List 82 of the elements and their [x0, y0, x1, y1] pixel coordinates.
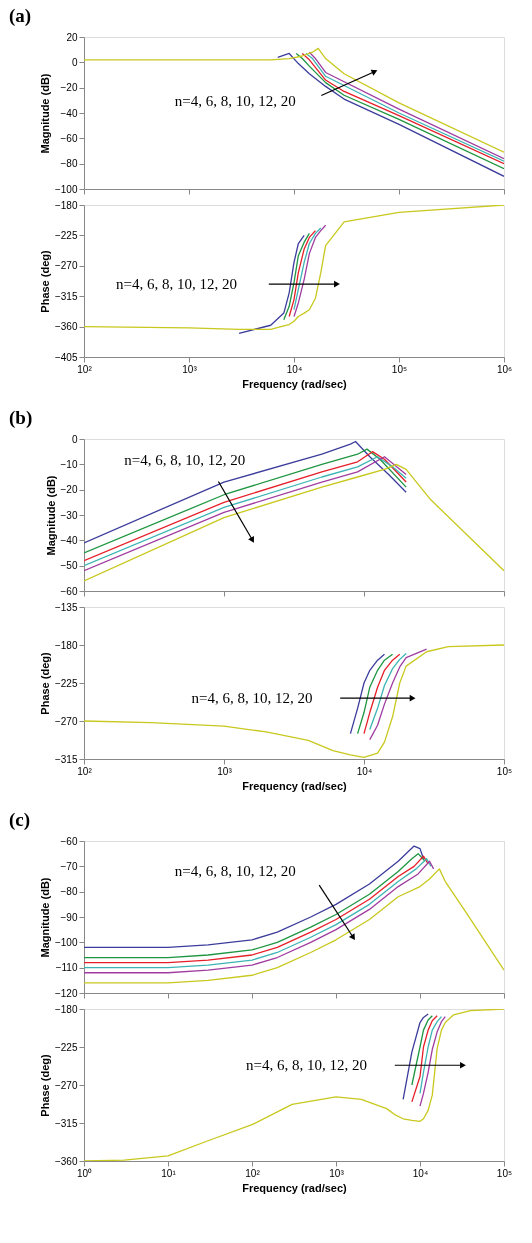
chart-title: (b) — [9, 407, 33, 429]
y-axis-title: Phase (deg) — [38, 1054, 51, 1117]
y-tick-label: −20 — [60, 484, 78, 496]
x-tick-label: 10³ — [182, 363, 198, 375]
x-axis-title: Frequency (rad/sec) — [242, 1181, 348, 1194]
y-tick-label: −225 — [54, 1041, 78, 1053]
y-tick-label: −10 — [60, 458, 78, 470]
line-series — [363, 653, 401, 735]
y-tick-label: −270 — [54, 260, 78, 272]
y-tick-label: 0 — [71, 56, 78, 68]
y-tick-label: −360 — [54, 1155, 78, 1167]
x-tick-label: 10⁵ — [496, 1167, 513, 1179]
x-tick-label: 10² — [77, 765, 93, 777]
y-tick-label: −30 — [60, 509, 78, 521]
y-tick-label: −60 — [60, 835, 78, 847]
annotation: n=4, 6, 8, 10, 12, 20 — [115, 276, 237, 293]
y-tick-label: −90 — [60, 911, 78, 923]
line-series — [419, 1015, 446, 1107]
chart-title: (c) — [9, 809, 31, 831]
y-tick-label: −20 — [60, 82, 78, 94]
x-tick-label: 10⁵ — [391, 363, 408, 375]
y-tick-label: −50 — [60, 560, 78, 572]
line-series — [349, 653, 386, 735]
y-tick-label: −180 — [54, 1003, 78, 1015]
x-tick-label: 10⁶ — [496, 363, 513, 375]
line-series — [402, 1013, 429, 1101]
line-series — [293, 227, 322, 311]
y-axis-title: Phase (deg) — [38, 652, 51, 715]
x-tick-label: 10¹ — [161, 1167, 177, 1179]
line-series — [293, 224, 327, 318]
x-tick-label: 10⁴ — [356, 765, 373, 777]
annotation: n=4, 6, 8, 10, 12, 20 — [174, 92, 296, 109]
y-axis-title: Magnitude (dB) — [38, 73, 51, 154]
y-tick-label: −110 — [55, 962, 78, 974]
y-tick-label: −180 — [54, 199, 78, 211]
line-series — [369, 652, 407, 731]
annotation: n=4, 6, 8, 10, 12, 20 — [191, 690, 313, 707]
y-axis-title: Magnitude (dB) — [44, 475, 57, 556]
y-tick-label: 20 — [66, 31, 78, 43]
y-tick-label: −360 — [54, 321, 78, 333]
y-tick-label: −225 — [54, 229, 78, 241]
y-tick-label: −100 — [54, 183, 78, 195]
y-tick-label: −60 — [60, 132, 78, 144]
y-axis-title: Magnitude (dB) — [38, 877, 51, 958]
y-tick-label: −40 — [60, 534, 78, 546]
y-tick-label: −225 — [54, 677, 78, 689]
x-tick-label: 10⁵ — [496, 765, 513, 777]
y-tick-label: −70 — [60, 860, 78, 872]
y-axis-title: Phase (deg) — [38, 250, 51, 313]
annotation: n=4, 6, 8, 10, 12, 20 — [174, 863, 296, 880]
x-tick-label: 10² — [77, 363, 93, 375]
y-tick-label: −100 — [54, 936, 78, 948]
y-tick-label: −270 — [54, 1079, 78, 1091]
annotation: n=4, 6, 8, 10, 12, 20 — [124, 451, 246, 468]
line-series — [288, 230, 317, 318]
y-tick-label: −80 — [60, 158, 78, 170]
y-tick-label: −40 — [60, 107, 78, 119]
line-series — [283, 232, 310, 321]
x-axis-title: Frequency (rad/sec) — [242, 779, 348, 792]
y-tick-label: −135 — [54, 601, 78, 613]
x-tick-label: 10³ — [217, 765, 233, 777]
y-tick-label: −315 — [54, 290, 78, 302]
x-tick-label: 10³ — [329, 1167, 345, 1179]
x-tick-label: 10⁰ — [76, 1167, 93, 1179]
y-tick-label: −120 — [54, 987, 78, 999]
y-tick-label: −315 — [54, 1117, 78, 1129]
line-series — [411, 1015, 433, 1086]
chart-title: (a) — [9, 5, 32, 27]
x-axis-title: Frequency (rad/sec) — [242, 377, 348, 390]
y-tick-label: −405 — [54, 351, 78, 363]
y-tick-label: −315 — [54, 753, 78, 765]
x-tick-label: 10⁴ — [286, 363, 303, 375]
y-tick-label: −180 — [54, 639, 78, 651]
y-tick-label: −60 — [60, 585, 78, 597]
y-tick-label: −270 — [54, 715, 78, 727]
x-tick-label: 10² — [245, 1167, 261, 1179]
x-tick-label: 10⁴ — [412, 1167, 429, 1179]
annotation: n=4, 6, 8, 10, 12, 20 — [246, 1057, 368, 1074]
line-series — [356, 653, 394, 735]
y-tick-label: −80 — [60, 886, 78, 898]
y-tick-label: 0 — [71, 433, 78, 445]
line-series — [419, 1015, 443, 1095]
